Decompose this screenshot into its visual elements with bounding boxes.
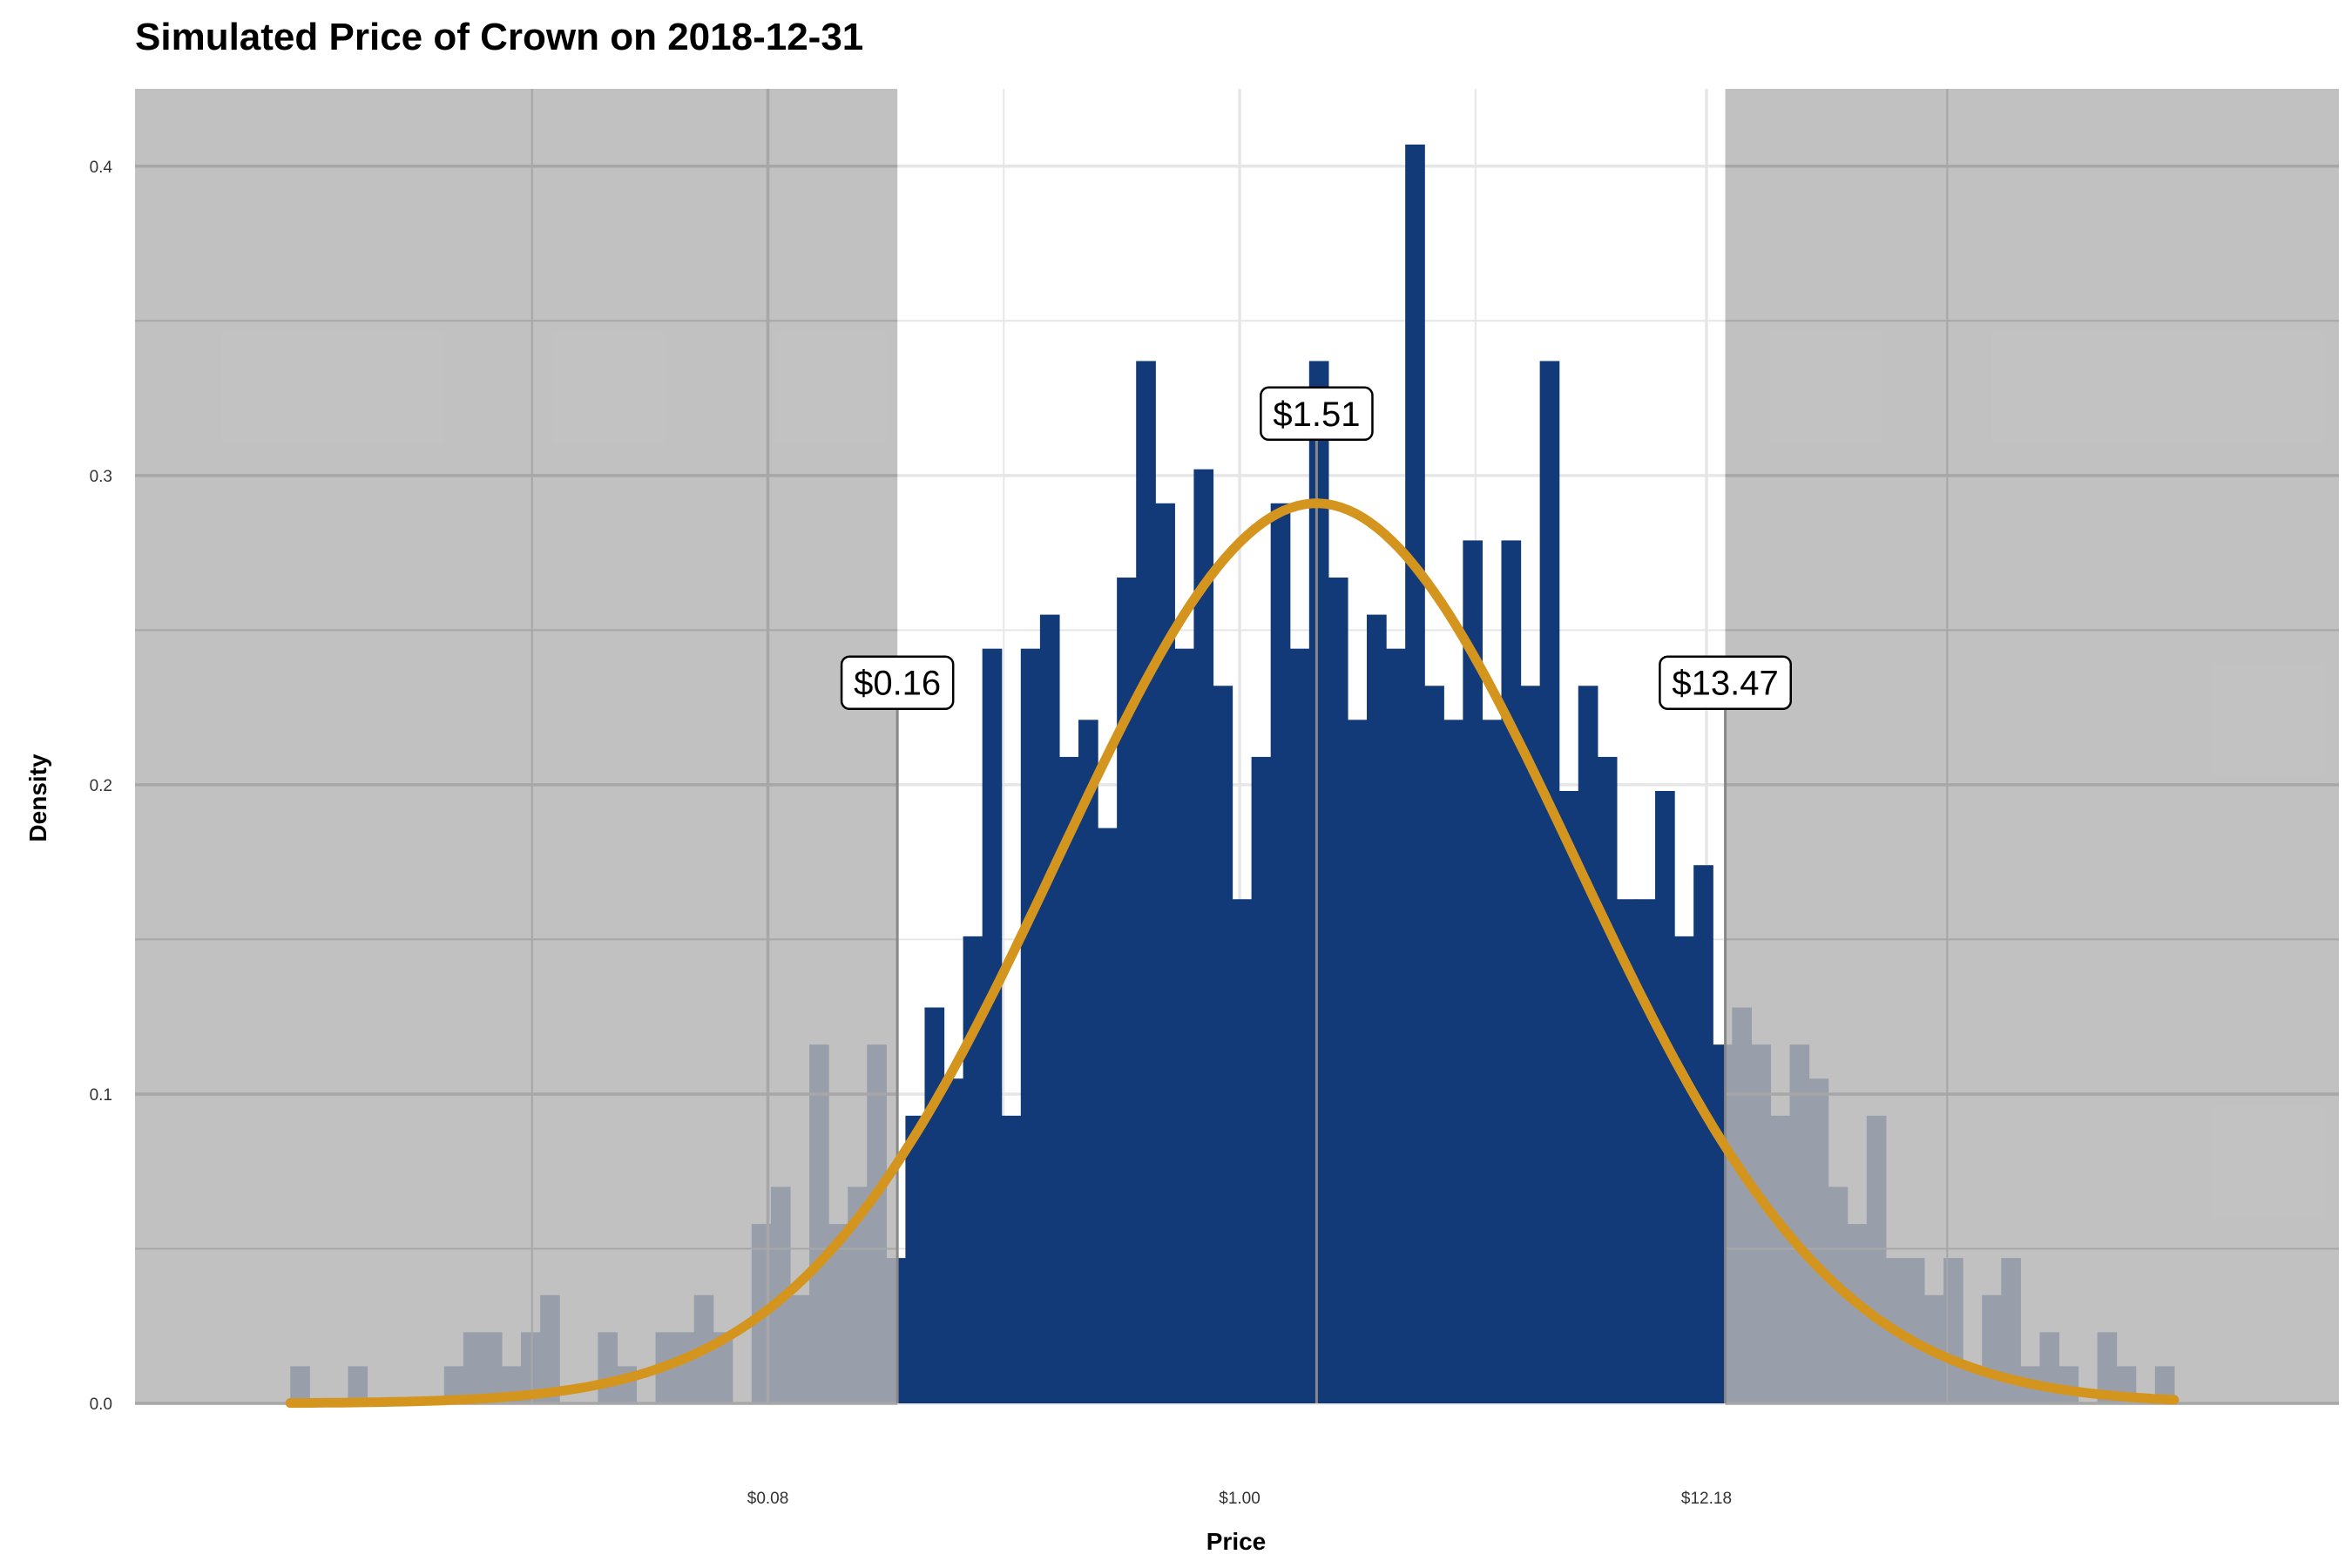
histogram-bar xyxy=(1232,899,1253,1403)
y-tick-label: 0.4 xyxy=(90,159,113,177)
histogram-bar xyxy=(1674,936,1694,1403)
histogram-bar xyxy=(1098,828,1118,1403)
tail-shade xyxy=(135,89,898,1403)
price-label-box xyxy=(1659,655,1792,710)
histogram-bar xyxy=(1270,503,1291,1403)
histogram-bar xyxy=(1616,899,1637,1403)
chart-title: Simulated Price of Crown on 2018-12-31 xyxy=(135,16,864,58)
histogram-bar xyxy=(1367,614,1387,1403)
y-tick-label: 0.1 xyxy=(90,1086,112,1105)
histogram-bar xyxy=(1693,865,1713,1403)
y-tick-label: 0.2 xyxy=(90,777,112,795)
histogram-bar xyxy=(1039,614,1060,1403)
histogram-bar xyxy=(1155,503,1175,1403)
density-curve-line xyxy=(285,498,2180,1409)
x-tick-label: $12.18 xyxy=(1681,1490,1732,1508)
price-label: $13.47 xyxy=(1672,665,1778,703)
histogram-bar xyxy=(1193,469,1214,1403)
histogram-bar xyxy=(1482,720,1503,1403)
histogram-bar xyxy=(1174,648,1195,1403)
quantile-lines xyxy=(896,413,1727,1403)
x-tick-label: $0.08 xyxy=(747,1490,789,1508)
histogram-bar xyxy=(943,1078,964,1403)
histogram-bar xyxy=(1251,756,1272,1403)
histogram-bar xyxy=(1539,361,1560,1403)
histogram-bar xyxy=(1020,648,1041,1403)
price-callouts: $0.16 $1.51 $13.47 xyxy=(840,386,1792,710)
histogram-bar xyxy=(1405,144,1425,1403)
price-label: $1.51 xyxy=(1273,395,1360,434)
histogram-bar xyxy=(1136,361,1156,1403)
shaded-grid-lines xyxy=(135,89,2339,1405)
histogram-bar xyxy=(1058,756,1079,1403)
histogram-bar xyxy=(1213,686,1233,1403)
price-label: $0.16 xyxy=(854,665,941,703)
histogram-bar xyxy=(1578,686,1598,1403)
density-curve xyxy=(285,498,2180,1409)
histogram-bar xyxy=(1328,577,1348,1403)
histogram-bar xyxy=(1001,1115,1022,1403)
histogram-bar xyxy=(1443,720,1463,1403)
histogram-bar xyxy=(1117,577,1137,1403)
histogram-bar xyxy=(1289,648,1310,1403)
histogram-bar xyxy=(924,1007,945,1403)
histogram-bar xyxy=(1655,790,1675,1403)
price-label-box xyxy=(1260,386,1374,442)
x-axis-title: Price xyxy=(1206,1528,1267,1555)
histogram-bar xyxy=(1386,648,1406,1403)
histogram-bar xyxy=(1463,540,1484,1403)
histogram-bar xyxy=(1501,540,1522,1403)
price-label-box xyxy=(840,655,955,710)
axis-labels: Price Density 0.0 0.1 0.2 0.3 0.4 $0.08 $1.00 $… xyxy=(24,159,1732,1555)
histogram-bar xyxy=(1078,720,1098,1403)
histogram-bar xyxy=(963,936,983,1403)
y-tick-label: 0.3 xyxy=(90,468,112,486)
histogram-bar xyxy=(905,1115,926,1403)
histogram-bar xyxy=(982,648,1003,1403)
x-tick-label: $1.00 xyxy=(1219,1490,1260,1508)
histogram-bar xyxy=(1308,361,1329,1403)
y-tick-label: 0.0 xyxy=(90,1396,112,1414)
histogram-bar xyxy=(1520,686,1541,1403)
tail-shade xyxy=(1725,89,2339,1403)
shaded-tail-regions xyxy=(135,89,2339,1403)
y-axis-title: Density xyxy=(24,754,51,842)
histogram-bar xyxy=(1597,756,1618,1403)
histogram-bar xyxy=(1558,790,1579,1403)
histogram-bar xyxy=(1635,899,1656,1403)
histogram-bar xyxy=(1347,720,1368,1403)
histogram-bar xyxy=(1424,686,1444,1403)
